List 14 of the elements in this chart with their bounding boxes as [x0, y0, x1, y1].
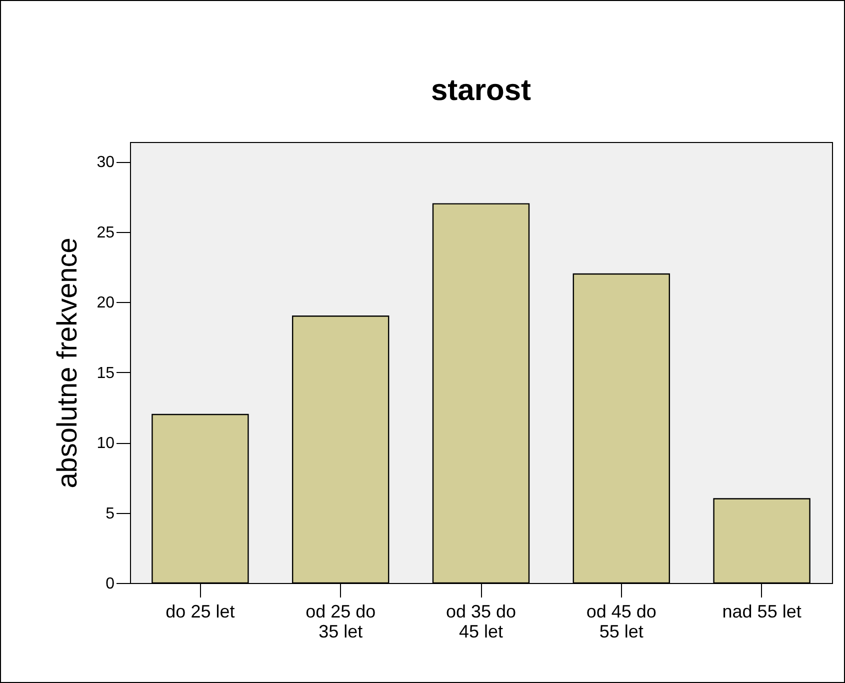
y-tick-label: 0 [106, 576, 115, 592]
y-tick-label: 10 [96, 435, 115, 452]
y-tick-label: 5 [106, 505, 115, 522]
x-tick-label: od 25 do 35 let [306, 602, 376, 642]
y-tick-label: 30 [96, 154, 115, 172]
x-tick-label: do 25 let [166, 602, 235, 622]
y-tick-label: 25 [96, 224, 115, 242]
y-tick-label: 20 [96, 294, 115, 312]
y-tick-label: 15 [96, 364, 115, 382]
x-tick-label: od 45 do 55 let [586, 602, 656, 642]
chart-title: starost [430, 74, 532, 107]
x-tick-label: nad 55 let [722, 602, 802, 622]
y-axis-title: absolutne frekvence [52, 238, 83, 488]
x-tick-label: od 35 do 45 let [446, 602, 516, 642]
